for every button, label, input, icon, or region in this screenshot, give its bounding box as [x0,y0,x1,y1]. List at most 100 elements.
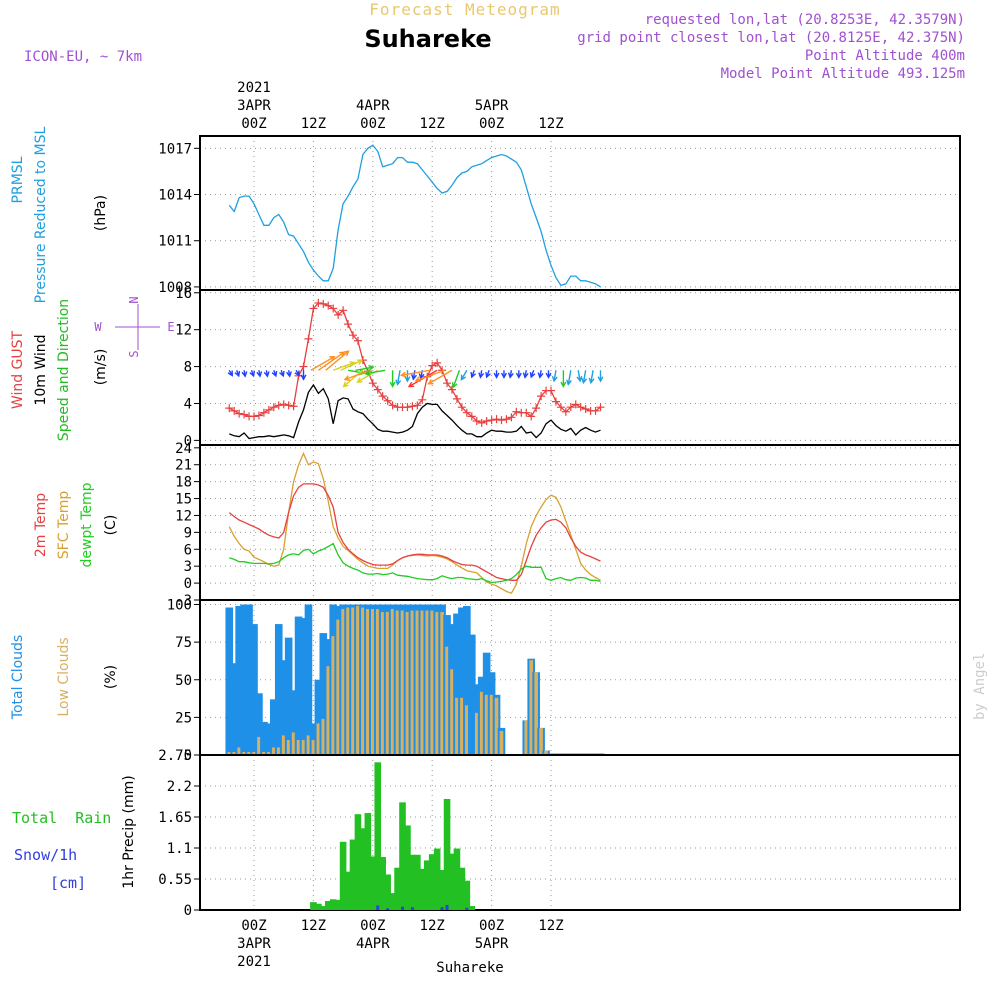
gust-marker [314,298,323,307]
low-cloud-bar [247,751,251,755]
low-cloud-bar [257,736,261,755]
wind-dir-arrowhead [588,377,595,385]
low-cloud-bar [242,751,246,755]
top-time-label: 00Z [360,116,385,132]
rain-bar [364,813,372,910]
snow-bar [440,907,444,910]
temp-unit-label: (C) [103,515,119,536]
low-cloud-bar [489,694,494,755]
wind-dir-arrow [347,369,365,374]
wind-dir-arrowhead [271,370,278,378]
snow-bar [445,904,449,910]
gust-marker [433,358,442,367]
low-cloud-bar [460,697,464,755]
gust-marker [269,403,278,412]
pressure-panel: 1008 1011 1014 1017 [158,135,961,296]
gust-marker [438,366,447,375]
wind-dir-arrowhead [460,374,467,381]
gust-marker [512,407,521,416]
wind-dir-arrowhead [560,381,567,388]
gust-marker [264,405,273,414]
gust-marker [408,402,417,411]
low-cloud-bar [534,672,538,755]
gust-marker [299,362,308,371]
y-tick-label: 24 [175,441,192,457]
wind-dir-arrow [452,370,461,388]
y-tick-label: 0.55 [158,872,192,888]
low-cloud-bar [341,609,345,755]
low-cloud-bar [366,609,370,755]
forecast-meteogram-title: Forecast Meteogram [369,0,560,19]
gust-marker [284,401,293,410]
low-cloud-bar [539,727,543,755]
wind-dir-arrowhead [493,372,500,379]
low-cloud-bar [296,739,301,755]
gust-marker [309,304,318,313]
low-cloud-bar [544,750,548,755]
rain-bar [369,856,377,910]
gust-marker [235,409,244,418]
low-cloud-bar [227,751,232,755]
wind-dir-arrowhead [343,375,351,381]
bottom-12z-label: 12Z [301,918,326,934]
gust-marker [472,417,481,426]
snow-bar [376,905,380,910]
gust-marker [319,299,328,308]
panel-frame [199,289,961,446]
low-cloud-bar [276,747,281,755]
wind-dir-arrowhead [551,375,558,383]
wind-dir-arrow [428,369,453,385]
y-tick-label: 1.65 [158,810,192,826]
location-title: Suhareke [364,25,491,53]
rain-bar [354,814,362,910]
compass-rose: W E N S [94,296,174,357]
y-tick-label: 0 [184,903,192,919]
low-cloud-bar [410,610,415,755]
rain-bar [384,874,391,910]
snow-label: Snow/1h [14,846,77,864]
wind-dir-arrowhead [470,371,477,379]
gust-marker [240,410,249,419]
wind-dir-arrowhead [279,370,285,378]
wind-dir-arrow [317,351,345,371]
total-cloud-bar [314,679,323,755]
gust-marker [378,392,387,401]
low-cloud-bar [361,607,365,755]
total-cloud-bar [453,613,461,755]
low-cloud-bar [356,606,360,755]
low-cloud-bar [450,669,454,755]
wind-dir-arrowhead [451,382,458,389]
low-cloud-bar [494,697,499,755]
wind-dir-arrowhead [566,379,572,386]
gust-marker [448,385,456,394]
gust-marker [497,416,506,425]
compass-s: S [127,350,141,357]
low-cloud-bar [479,691,484,755]
pressure-unit-label: (hPa) [93,195,109,231]
wind-dir-arrowhead [294,370,300,377]
wind-dir-arrowhead [356,377,363,383]
low-cloud-bar [351,607,355,755]
low-cloud-bar [316,723,321,755]
wind-dir-arrowhead [545,372,552,379]
rain-bar [463,880,471,910]
wind-dir-arrowhead [427,379,434,385]
low-cloud-bar [385,612,390,755]
clouds-panel: 0 25 50 75 100 [167,598,961,764]
rain-bar [359,828,367,910]
wind-dir-arrowhead [399,371,407,378]
wind-dir-arrowhead [500,372,507,379]
gust-marker [482,417,491,426]
bottom-year-label: 2021 [237,954,271,970]
wind-dir-arrowhead [263,371,270,378]
wind-dir-arrow [325,350,349,371]
snow-bar [410,907,414,910]
rain-bar [315,903,322,910]
bottom-time-label: 00Z [479,918,504,934]
temp-dew-label: dewpt Temp [79,482,95,567]
y-tick-label: 12 [175,323,192,339]
total-cloud-bar [245,604,253,755]
gust-marker [230,406,239,415]
bottom-date-label: 5APR [475,936,509,952]
clouds-unit-label: (%) [103,665,119,689]
